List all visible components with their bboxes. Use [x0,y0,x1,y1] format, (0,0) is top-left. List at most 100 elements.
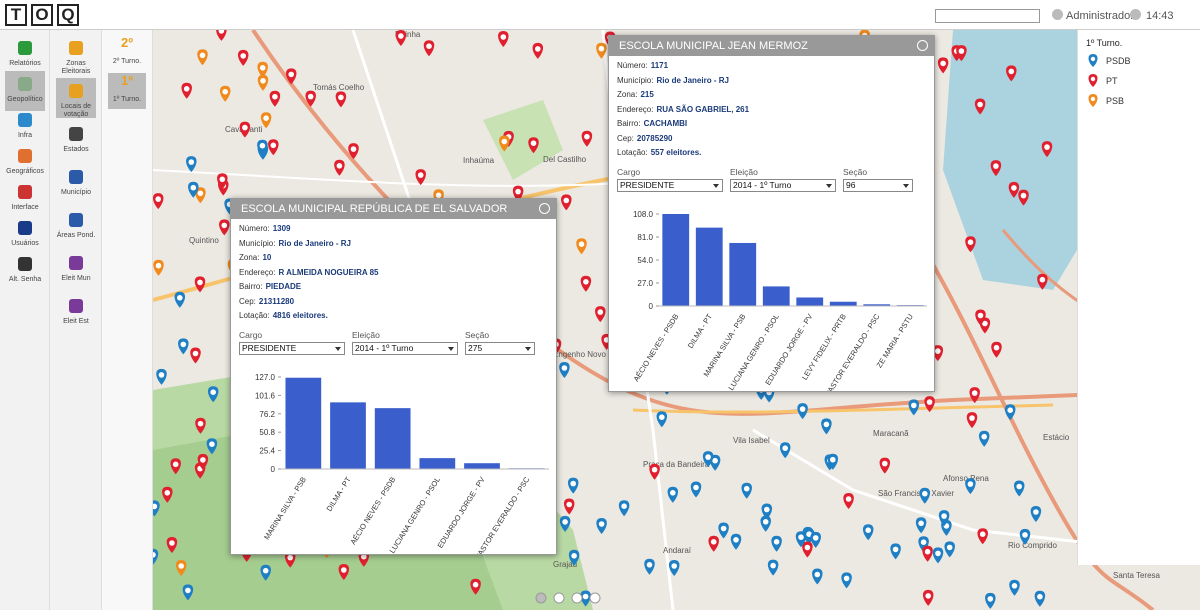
map-marker[interactable] [741,482,752,499]
map-marker[interactable] [708,535,719,552]
menu-item[interactable]: Geográficos [5,143,45,183]
map-marker[interactable] [194,276,206,293]
map-marker[interactable] [991,341,1002,358]
map-marker[interactable] [153,548,159,565]
map-marker[interactable] [153,500,160,517]
map-marker[interactable] [237,49,249,66]
map-marker[interactable] [702,451,714,468]
map-marker[interactable] [978,430,990,447]
map-marker[interactable] [528,137,539,154]
map-marker[interactable] [821,418,832,435]
map-marker[interactable] [1041,141,1053,158]
map-marker[interactable] [1019,528,1031,545]
round-item[interactable]: 1º Turno. 1º [108,73,146,109]
map-marker[interactable] [217,173,228,190]
map-marker[interactable] [197,453,209,470]
map-marker[interactable] [338,564,350,580]
map-marker[interactable] [188,181,199,198]
map-marker[interactable] [761,503,773,520]
map-marker[interactable] [1030,506,1042,522]
map-marker[interactable] [932,345,944,362]
map-marker[interactable] [990,160,1002,177]
map-marker[interactable] [498,31,509,47]
submenu-item[interactable]: Estados [56,121,96,161]
map-marker[interactable] [284,551,296,568]
map-marker[interactable] [1034,590,1046,607]
map-marker[interactable] [966,412,978,429]
map-marker[interactable] [178,338,189,355]
map-marker[interactable] [965,236,976,253]
map-marker[interactable] [956,45,967,62]
close-button[interactable] [539,203,550,214]
map-marker[interactable] [690,481,702,498]
map-marker[interactable] [195,417,206,434]
round-item[interactable]: 2º Turno. 2º [108,35,146,71]
map-marker[interactable] [1009,579,1020,596]
menu-item[interactable]: Usuários [5,215,45,255]
map-marker[interactable] [260,112,272,129]
map-marker[interactable] [175,560,187,576]
menu-item[interactable]: Geopolítico [5,71,45,111]
map-marker[interactable] [965,478,976,495]
map-marker[interactable] [174,291,186,308]
map-marker[interactable] [595,306,606,323]
map-marker[interactable] [668,560,680,576]
map-marker[interactable] [644,558,655,575]
map-marker[interactable] [470,578,481,595]
map-marker[interactable] [1018,189,1029,206]
map-marker[interactable] [268,139,279,156]
user-name[interactable]: Administrador [1066,10,1134,22]
map-marker[interactable] [219,219,230,236]
map-marker[interactable] [153,259,164,276]
map-marker[interactable] [559,515,571,532]
map-marker[interactable] [843,493,854,509]
map-marker[interactable] [656,411,668,428]
submenu-item[interactable]: Zonas Eleitorais [56,35,96,75]
select[interactable]: PRESIDENTE [617,179,723,192]
map-marker[interactable] [335,91,347,108]
map-marker[interactable] [797,403,808,420]
submenu-item[interactable]: Eleit Est [56,293,96,333]
select[interactable]: 2014 - 1º Turno [730,179,836,192]
select[interactable]: 2014 - 1º Turno [352,342,458,355]
map-marker[interactable] [944,541,955,558]
map-marker[interactable] [567,477,579,494]
search-box[interactable] [935,9,1040,23]
map-marker[interactable] [423,40,435,57]
select[interactable]: 96 [843,179,913,192]
map-marker[interactable] [182,584,194,601]
map-marker[interactable] [795,531,807,548]
map-marker[interactable] [186,156,197,173]
map-marker[interactable] [977,528,988,545]
map-marker[interactable] [827,453,839,470]
map-marker[interactable] [1013,480,1025,497]
map-marker[interactable] [974,98,986,115]
map-marker[interactable] [969,387,980,404]
map-marker[interactable] [580,590,591,607]
map-pager[interactable] [571,592,583,604]
map-marker[interactable] [1004,404,1016,421]
map-marker[interactable] [718,522,729,539]
map-marker[interactable] [257,61,268,78]
map-marker[interactable] [395,30,407,46]
map-pager[interactable] [589,592,601,604]
submenu-item[interactable]: Município [56,164,96,204]
map-marker[interactable] [190,347,201,364]
map-marker[interactable] [596,518,607,534]
map-marker[interactable] [239,121,251,138]
map-marker[interactable] [512,185,524,202]
map-marker[interactable] [890,543,901,560]
map-marker[interactable] [919,487,931,504]
map-marker[interactable] [156,368,167,385]
map-marker[interactable] [618,500,630,517]
map-marker[interactable] [260,564,271,581]
map-marker[interactable] [170,458,181,475]
map-marker[interactable] [802,541,813,558]
map-marker[interactable] [1037,273,1048,290]
menu-item[interactable]: Infra [5,107,45,147]
map-marker[interactable] [580,275,592,292]
map-marker[interactable] [285,68,297,85]
map-marker[interactable] [596,42,607,59]
map-marker[interactable] [269,90,281,107]
map-marker[interactable] [195,187,206,204]
